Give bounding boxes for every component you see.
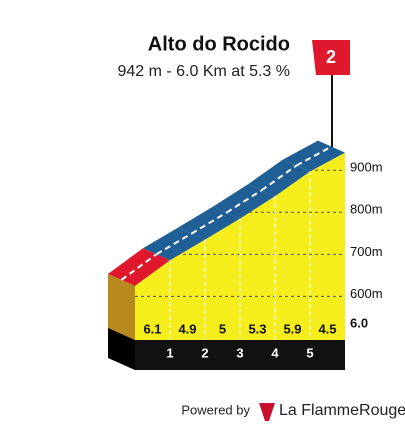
x-tick-label: 2: [201, 345, 208, 360]
gradient-label: 5: [219, 321, 226, 336]
category-badge: 2: [326, 47, 336, 67]
gradient-label: 4.5: [318, 321, 336, 336]
gradient-label: 4.9: [178, 321, 196, 336]
y-tick-label: 900m: [350, 160, 383, 175]
y-tick-label: 700m: [350, 244, 383, 259]
y-tick-label: 800m: [350, 202, 383, 217]
base-side: [108, 328, 135, 370]
road-centerline: [190, 211, 228, 235]
chart-title: Alto do Rocido: [148, 33, 290, 55]
flag: [312, 40, 350, 75]
x-tick-label: 5: [306, 345, 313, 360]
base: [135, 340, 345, 370]
gradient-label: 5.3: [248, 321, 266, 336]
plot: 6.1 4.9 5 5.3 5.9 4.5 600m 700m 800m 900m 1 2 3 4 5 6.0: [108, 140, 383, 370]
segment-face: [205, 218, 240, 340]
powered-by: Powered by: [181, 402, 250, 417]
road-centerline: [120, 253, 158, 281]
side-face: [108, 273, 135, 340]
segment-face: [240, 196, 275, 340]
brand-logo: [259, 403, 275, 421]
x-tick-label: 3: [236, 345, 243, 360]
x-tick-label: 4: [271, 345, 279, 360]
x-tick-label: 1: [166, 345, 173, 360]
road-centerline: [225, 189, 263, 214]
x-tick-label: 6.0: [350, 315, 368, 330]
segment-face: [135, 260, 170, 340]
chart-subtitle: 942 m - 6.0 Km at 5.3 %: [117, 63, 290, 80]
segment-face: [170, 239, 205, 340]
road-centerline: [260, 164, 298, 192]
brand-name: La FlammeRouge: [279, 402, 405, 419]
segment-face: [275, 171, 310, 340]
gradient-label: 5.9: [283, 321, 301, 336]
road-centerline: [155, 232, 193, 256]
gradient-label: 6.1: [143, 321, 161, 336]
y-tick-label: 600m: [350, 286, 383, 301]
road-centerline: [296, 145, 332, 167]
segment-face: [310, 152, 345, 340]
